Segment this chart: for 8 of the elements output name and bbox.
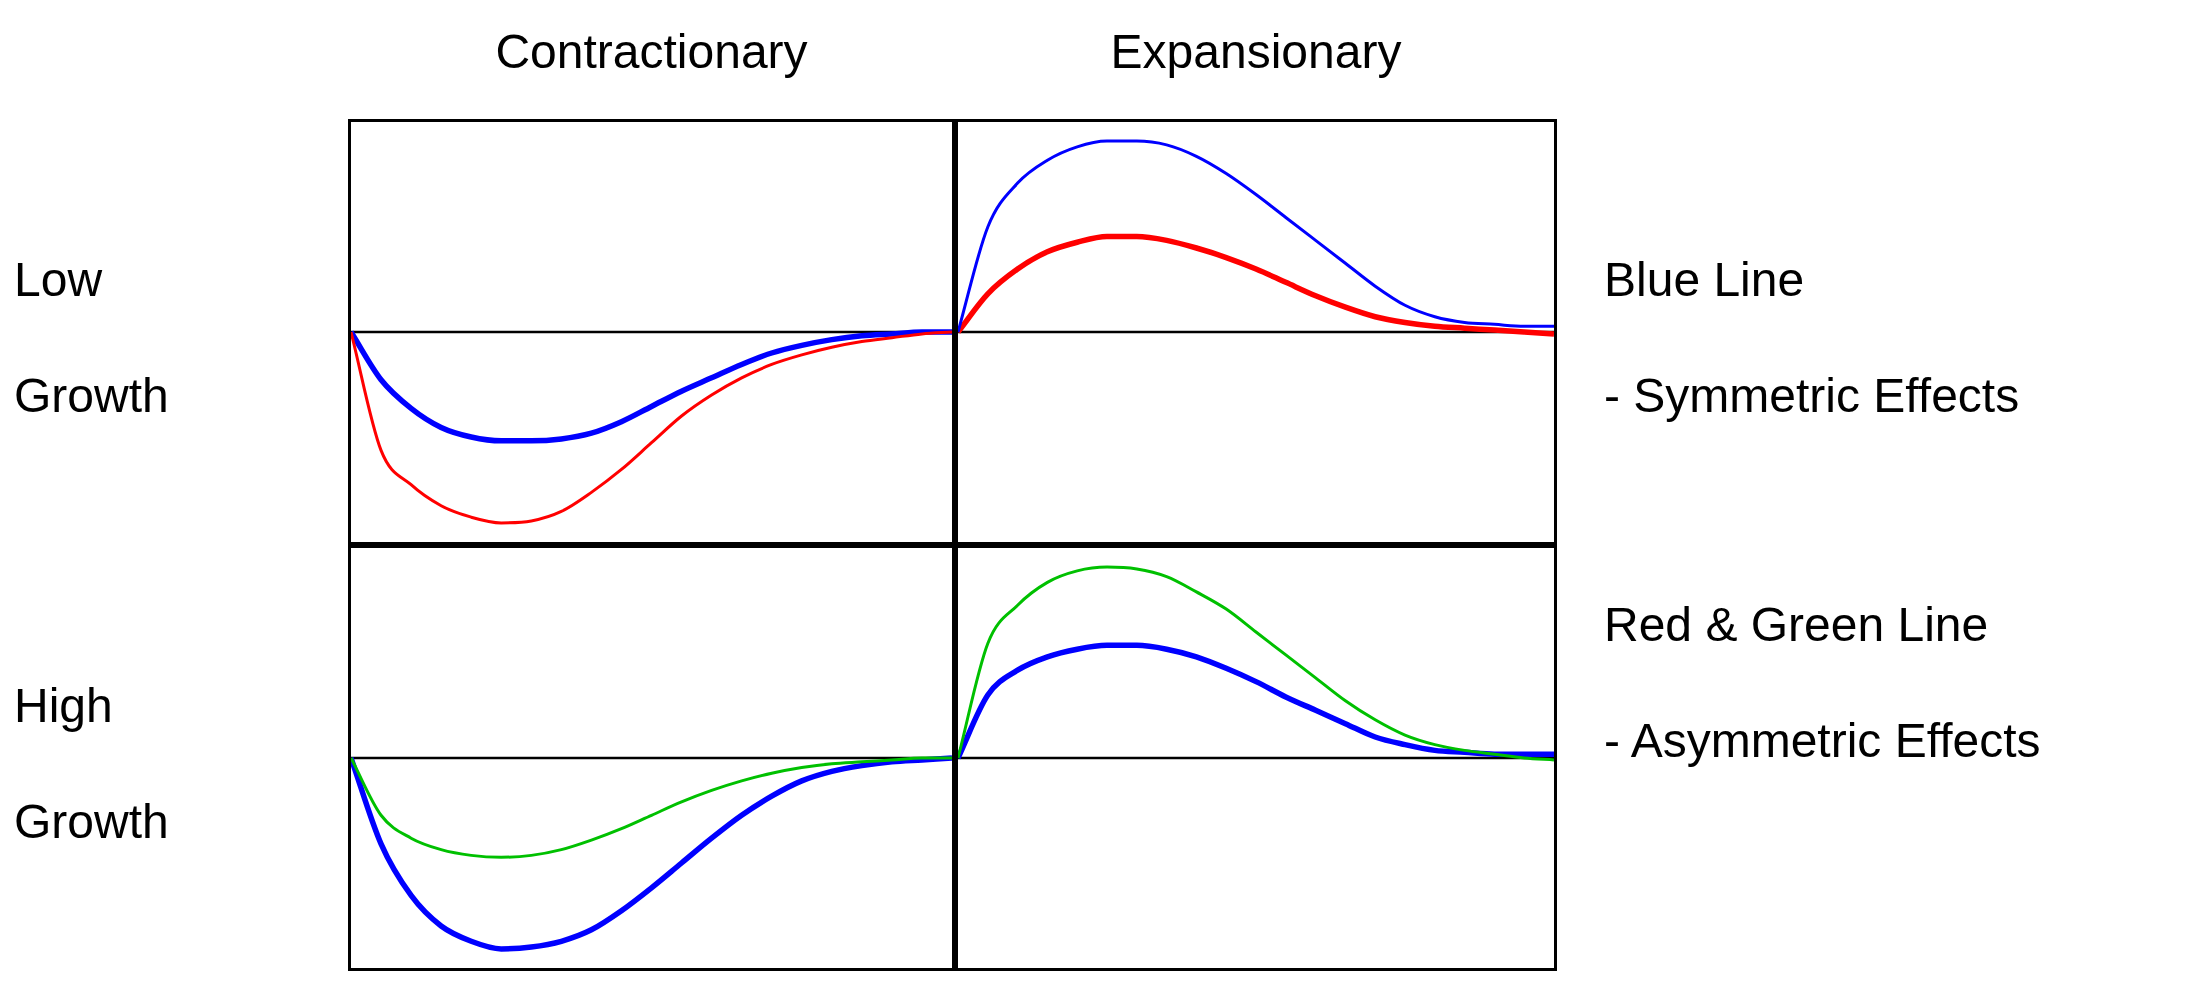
text: Blue Line (1604, 252, 1805, 308)
text: High Growth (14, 679, 169, 848)
text: Low Growth (14, 253, 169, 422)
text: Red & Green Line (1604, 597, 1989, 653)
chart-title: Contractionary (494, 24, 809, 80)
chart-title: Expansionary (1109, 24, 1403, 80)
text: - Symmetric Effects (1604, 368, 2020, 424)
text: - Asymmetric Effects (1604, 713, 2041, 769)
